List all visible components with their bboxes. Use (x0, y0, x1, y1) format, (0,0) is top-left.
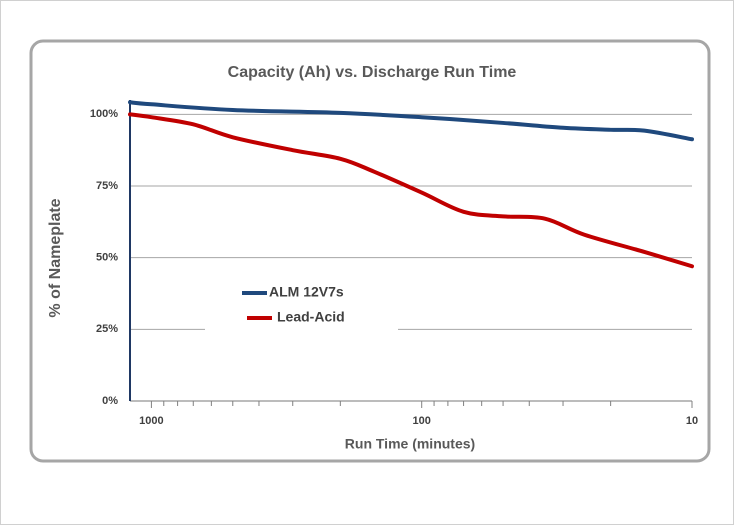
legend-label: ALM 12V7s (269, 284, 344, 300)
x-tick-label: 1000 (139, 415, 163, 427)
x-tick-label: 10 (686, 415, 698, 427)
legend-box (205, 280, 398, 338)
y-tick-label: 25% (96, 323, 118, 335)
legend-label: Lead-Acid (277, 309, 345, 325)
y-tick-label: 0% (102, 395, 118, 407)
series-line (128, 100, 694, 142)
series-line (128, 112, 694, 269)
y-tick-label: 75% (96, 180, 118, 192)
y-tick-label: 100% (90, 108, 118, 120)
y-axis-label: % of Nameplate (47, 198, 64, 317)
y-tick-label: 50% (96, 252, 118, 264)
chart-title: Capacity (Ah) vs. Discharge Run Time (228, 64, 517, 81)
x-axis-label: Run Time (minutes) (345, 436, 475, 452)
chart-frame (29, 39, 711, 463)
x-tick-label: 100 (413, 415, 431, 427)
